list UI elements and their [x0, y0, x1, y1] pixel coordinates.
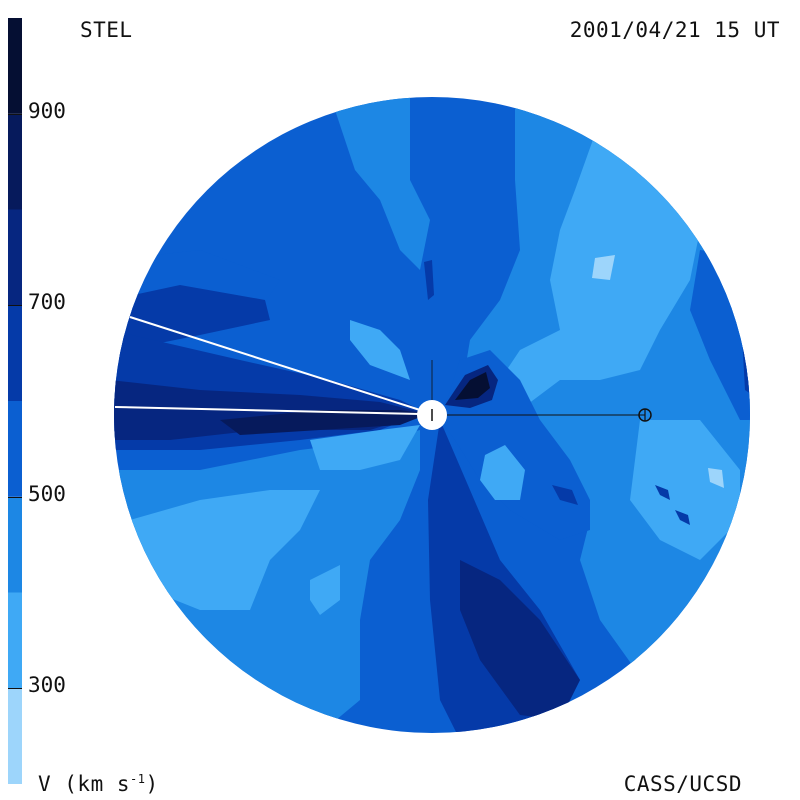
- white-line-upper: [129, 316, 421, 411]
- white-line-lower: [114, 406, 421, 415]
- colorbar-tick-label: 900: [28, 98, 66, 123]
- credit-label: CASS/UCSD: [623, 772, 742, 796]
- unit-exponent: -1: [130, 772, 146, 786]
- colorbar-tick-mark: [8, 113, 22, 115]
- contour-right-light-2: [630, 420, 740, 560]
- contour-bottom-darker: [460, 560, 580, 720]
- contour-center-darkest-lobe: [455, 372, 490, 400]
- observatory-label: STEL: [80, 18, 133, 42]
- colorbar-tick-mark: [8, 688, 22, 690]
- contour-left-band-darkest: [220, 410, 428, 435]
- colorbar-tick-mark: [8, 496, 22, 498]
- colorbar-band: [8, 113, 22, 210]
- contour-top-light: [330, 97, 430, 270]
- contour-middle-light: [310, 425, 420, 470]
- colorbar: [8, 18, 22, 784]
- colorbar-tick-mark: [8, 305, 22, 307]
- contour-right-dark-specks: [655, 485, 690, 525]
- contour-middle-light-2: [350, 320, 410, 380]
- colorbar-band: [8, 305, 22, 401]
- contour-center-ring-light: [480, 445, 525, 500]
- colorbar-tick-label: 300: [28, 673, 66, 698]
- contour-lightest-patch: [592, 255, 615, 280]
- colorbar-band: [8, 688, 22, 784]
- colorbar-tick-label: 500: [28, 481, 66, 506]
- colorbar-band: [8, 401, 22, 497]
- contour-right-small-dark: [552, 485, 578, 505]
- contour-left-lower-light-2: [130, 490, 320, 610]
- unit-suffix: ): [145, 772, 159, 796]
- timestamp-label: 2001/04/21 15 UT: [569, 18, 780, 42]
- colorbar-band: [8, 592, 22, 689]
- colorbar-band: [8, 496, 22, 593]
- contour-lower-light-patch: [310, 565, 340, 615]
- unit-label: V (km s-1): [38, 772, 159, 796]
- contour-top-small-dark: [424, 260, 434, 300]
- colorbar-tick-label: 700: [28, 290, 66, 315]
- unit-prefix: V (km s: [38, 772, 131, 796]
- contour-lightest-patch-2: [708, 468, 724, 488]
- colorbar-band: [8, 209, 22, 306]
- colorbar-band: [8, 18, 22, 114]
